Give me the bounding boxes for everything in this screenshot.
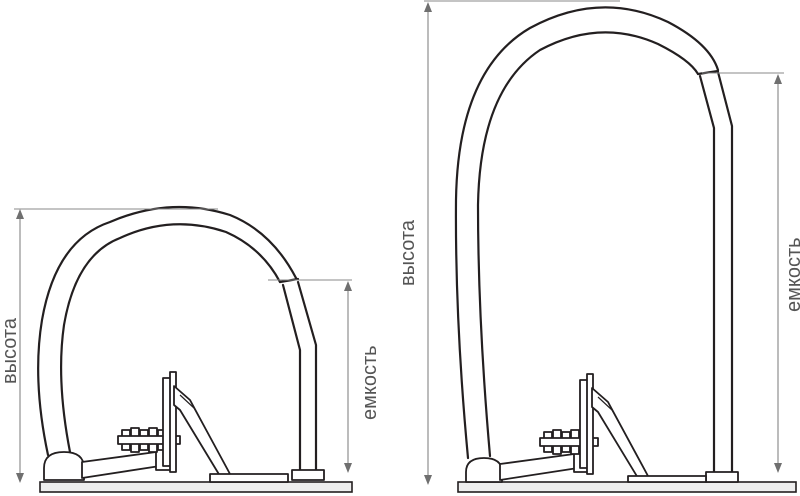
large-post-foot (705, 471, 739, 483)
small-post-foot (291, 469, 325, 481)
large-capacity-arrow-bottom (774, 463, 782, 473)
small-capacity-arrow-top (344, 281, 352, 291)
small-base-plate (39, 481, 353, 493)
small-ring-post (281, 280, 318, 474)
small-lever-foot (209, 473, 289, 483)
large-ring-outer (454, 6, 720, 460)
small-height-label: высота (0, 317, 21, 384)
small-ring-tip (278, 277, 300, 284)
small-lever-detail (179, 394, 229, 471)
large-backplate-edge (586, 373, 594, 475)
large-height-arrow-top (424, 2, 432, 12)
large-ring-inner (476, 31, 700, 458)
small-ring-outer (37, 205, 298, 457)
small-backplate-edge (169, 371, 177, 473)
large-lever-detail (597, 396, 647, 473)
small-lower-arm (81, 451, 163, 479)
large-ring-post (698, 70, 734, 476)
small-height-arrow-top (16, 209, 24, 219)
large-lever (591, 387, 649, 479)
large-capacity-label: емкость (783, 237, 800, 312)
large-base-plate (457, 481, 797, 493)
large-lower-arm (499, 453, 581, 481)
large-rivet-dome (465, 457, 503, 483)
small-rivet-dome (43, 451, 85, 481)
large-height-label: высота (397, 219, 419, 286)
large-binder: высота емкость (397, 0, 800, 493)
small-ring-inner (60, 223, 282, 454)
small-binder: высота емкость (0, 205, 381, 493)
large-height-arrow-bottom (424, 475, 432, 485)
small-capacity-label: емкость (359, 345, 381, 420)
large-spring-coil (539, 429, 599, 455)
large-lever-foot (627, 475, 707, 483)
large-capacity-arrow-top (774, 74, 782, 84)
small-capacity-arrow-bottom (344, 463, 352, 473)
small-height-arrow-bottom (16, 473, 24, 483)
small-lever (173, 385, 231, 477)
large-ring-tip (696, 69, 720, 76)
